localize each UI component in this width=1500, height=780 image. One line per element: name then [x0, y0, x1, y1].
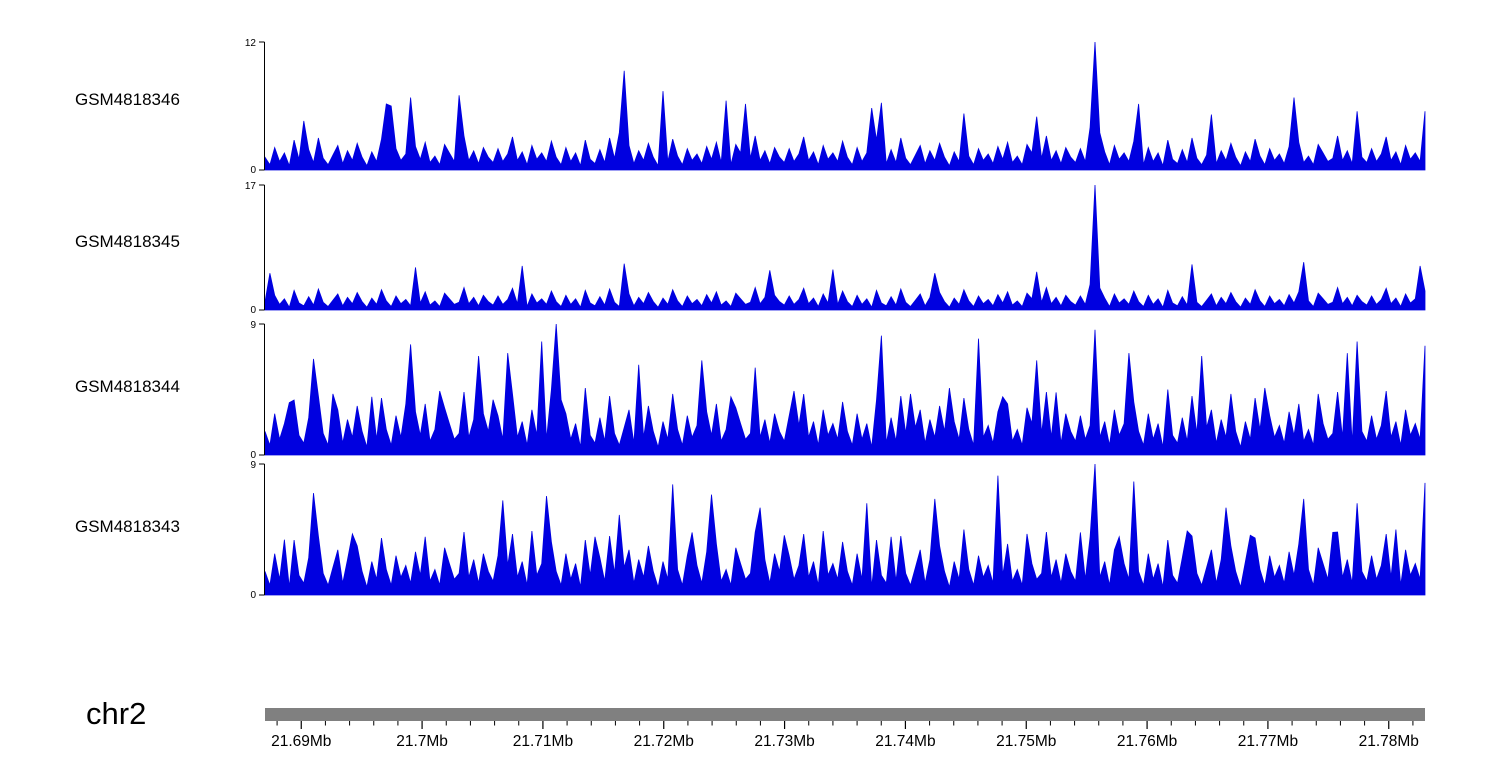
chromosome-label: chr2	[86, 696, 147, 731]
coverage-area	[264, 41, 1426, 171]
axis-tick-label: 21.73Mb	[754, 733, 814, 750]
track-label-1: GSM4818346	[75, 90, 180, 109]
genome-axis: 21.69Mb 21.7Mb 21.71Mb 21.72Mb 21.73Mb 21.74M…	[265, 708, 1425, 750]
track-label-3: GSM4818344	[75, 377, 180, 396]
axis-tick-label: 21.76Mb	[1117, 733, 1177, 750]
y-axis-max-label: 17	[245, 181, 257, 192]
y-axis-max-label: 12	[245, 38, 257, 49]
coverage-area	[264, 184, 1426, 311]
track-label-2: GSM4818345	[75, 232, 180, 251]
y-axis-min-label: 0	[250, 165, 256, 176]
track-plot: 90	[250, 460, 1426, 601]
axis-tick-label: 21.74Mb	[875, 733, 935, 750]
y-axis-max-label: 9	[250, 320, 256, 331]
axis-tick-label: 21.69Mb	[271, 733, 331, 750]
axis-tick-label: 21.75Mb	[996, 733, 1056, 750]
y-axis-min-label: 0	[250, 450, 256, 461]
coverage-area	[264, 463, 1426, 596]
y-axis-min-label: 0	[250, 305, 256, 316]
y-axis-min-label: 0	[250, 590, 256, 601]
track-plot: 90	[250, 320, 1426, 461]
chromosome-ideogram-bar	[265, 708, 1425, 721]
y-axis-max-label: 9	[250, 460, 256, 471]
axis-tick-label: 21.71Mb	[513, 733, 573, 750]
axis-tick-label: 21.77Mb	[1238, 733, 1298, 750]
axis-tick-label: 21.72Mb	[634, 733, 694, 750]
axis-tick-label: 21.7Mb	[396, 733, 448, 750]
track-plot: 17 0	[245, 181, 1426, 316]
axis-tick-label: 21.78Mb	[1359, 733, 1419, 750]
track-plot: 12 0	[245, 38, 1426, 176]
track-label-4: GSM4818343	[75, 517, 180, 536]
coverage-area	[264, 323, 1426, 456]
